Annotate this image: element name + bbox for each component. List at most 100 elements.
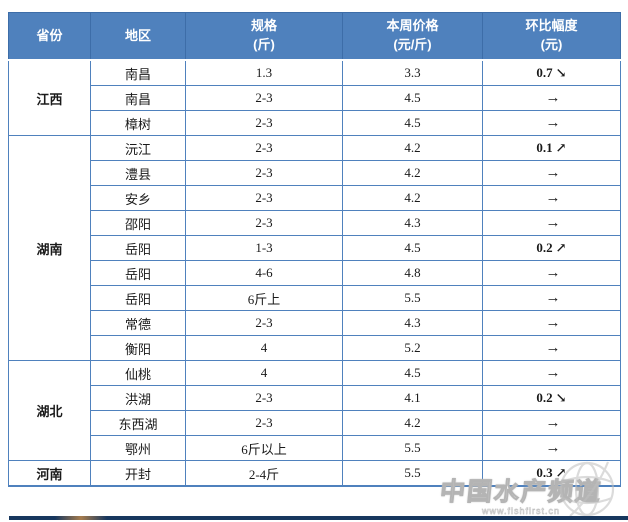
trend-flat-arrow-icon: → — [545, 214, 561, 231]
change-cell: → — [482, 285, 621, 311]
price-cell: 5.2 — [342, 335, 483, 361]
change-cell: → — [482, 260, 621, 286]
trend-down-arrow-icon: ↘ — [555, 65, 567, 80]
change-value: 0.1 — [536, 140, 553, 155]
region-cell: 岳阳 — [90, 285, 186, 311]
price-cell: 4.5 — [342, 360, 483, 386]
table-body: 江西 南昌 1.3 3.3 0.7 ↘ 南昌 2-3 4.5 → 樟树 2-3 4.5 → 湖南 沅江 2-3 4… — [8, 59, 621, 487]
trend-flat-arrow-icon: → — [545, 264, 561, 281]
table-row: 湖北 仙桃 4 4.5 → — [8, 360, 621, 461]
price-cell: 4.2 — [342, 410, 483, 436]
province-cell: 江西 — [8, 59, 91, 136]
region-cell: 开封 — [90, 460, 186, 487]
change-cell: → — [482, 410, 621, 436]
spec-cell: 2-3 — [185, 135, 343, 161]
spec-cell: 2-3 — [185, 110, 343, 136]
spec-cell: 2-3 — [185, 385, 343, 411]
spec-cell: 2-4斤 — [185, 460, 343, 487]
spec-cell: 2-3 — [185, 160, 343, 186]
change-value: 0.7 — [536, 65, 553, 80]
price-cell: 4.3 — [342, 210, 483, 236]
trend-up-arrow-icon: ↗ — [555, 140, 567, 155]
region-cell: 衡阳 — [90, 335, 186, 361]
header-row: 省份 地区 规格 (斤) 本周价格 (元/斤) 环比幅度 (元) — [8, 12, 621, 61]
table-row: 常德 2-3 4.3 → — [9, 310, 621, 336]
change-cell: 0.2 ↗ — [482, 235, 621, 261]
region-cell: 安乡 — [90, 185, 186, 211]
table-row: 湖南 沅江 2-3 4.2 0.1 ↗ — [8, 135, 621, 361]
spec-cell: 6斤以上 — [185, 435, 343, 461]
price-cell: 4.5 — [342, 85, 483, 111]
change-value: 0.2 — [536, 390, 553, 405]
region-cell: 鄂州 — [90, 435, 186, 461]
change-cell: → — [482, 310, 621, 336]
column-header-4: 环比幅度 (元) — [482, 12, 621, 61]
table-row: 邵阳 2-3 4.3 → — [9, 210, 621, 236]
region-cell: 东西湖 — [90, 410, 186, 436]
change-cell: → — [482, 335, 621, 361]
column-header-1: 地区 — [90, 12, 186, 61]
table-row: 安乡 2-3 4.2 → — [9, 185, 621, 211]
trend-up-arrow-icon: ↗ — [555, 465, 567, 480]
spec-cell: 4 — [185, 360, 343, 386]
region-cell: 常德 — [90, 310, 186, 336]
table-row: 岳阳 1-3 4.5 0.2 ↗ — [9, 235, 621, 261]
trend-flat-arrow-icon: → — [545, 114, 561, 131]
table-row: 南昌 2-3 4.5 → — [9, 85, 621, 111]
spec-cell: 2-3 — [185, 410, 343, 436]
trend-down-arrow-icon: ↘ — [555, 390, 567, 405]
table-row: 岳阳 4-6 4.8 → — [9, 260, 621, 286]
price-cell: 4.3 — [342, 310, 483, 336]
table-header: 省份 地区 规格 (斤) 本周价格 (元/斤) 环比幅度 (元) — [8, 12, 621, 61]
region-cell: 邵阳 — [90, 210, 186, 236]
region-cell: 洪湖 — [90, 385, 186, 411]
price-cell: 4.2 — [342, 160, 483, 186]
region-cell: 南昌 — [90, 59, 186, 86]
spec-cell: 2-3 — [185, 185, 343, 211]
price-cell: 5.5 — [342, 435, 483, 461]
table-row: 鄂州 6斤以上 5.5 → — [9, 435, 621, 461]
change-cell: → — [482, 435, 621, 461]
trend-flat-arrow-icon: → — [545, 439, 561, 456]
region-cell: 澧县 — [90, 160, 186, 186]
change-cell: → — [482, 110, 621, 136]
change-value: 0.3 — [536, 465, 553, 480]
table-row: 岳阳 6斤上 5.5 → — [9, 285, 621, 311]
change-cell: → — [482, 210, 621, 236]
trend-flat-arrow-icon: → — [545, 414, 561, 431]
change-cell: 0.3 ↗ — [482, 460, 621, 487]
trend-flat-arrow-icon: → — [545, 289, 561, 306]
table-row: 江西 南昌 1.3 3.3 0.7 ↘ — [8, 59, 621, 136]
table-row: 河南 开封 2-4斤 5.5 0.3 ↗ — [8, 460, 621, 487]
table-row: 澧县 2-3 4.2 → — [9, 160, 621, 186]
column-header-3: 本周价格 (元/斤) — [342, 12, 483, 61]
column-header-0: 省份 — [8, 12, 91, 61]
price-cell: 5.5 — [342, 285, 483, 311]
table-row: 樟树 2-3 4.5 → — [9, 110, 621, 136]
spec-cell: 4-6 — [185, 260, 343, 286]
change-cell: 0.2 ↘ — [482, 385, 621, 411]
change-value: 0.2 — [536, 240, 553, 255]
region-cell: 岳阳 — [90, 260, 186, 286]
trend-up-arrow-icon: ↗ — [555, 240, 567, 255]
trend-flat-arrow-icon: → — [545, 339, 561, 356]
province-cell: 湖南 — [8, 135, 91, 361]
spec-cell: 2-3 — [185, 85, 343, 111]
region-cell: 南昌 — [90, 85, 186, 111]
change-cell: 0.7 ↘ — [482, 59, 621, 86]
trend-flat-arrow-icon: → — [545, 89, 561, 106]
change-cell: → — [482, 185, 621, 211]
change-cell: → — [482, 360, 621, 386]
spec-cell: 6斤上 — [185, 285, 343, 311]
change-cell: → — [482, 160, 621, 186]
change-cell: 0.1 ↗ — [482, 135, 621, 161]
spec-cell: 4 — [185, 335, 343, 361]
province-cell: 河南 — [8, 460, 91, 487]
table-row: 衡阳 4 5.2 → — [9, 335, 621, 361]
spec-cell: 2-3 — [185, 310, 343, 336]
region-cell: 岳阳 — [90, 235, 186, 261]
region-cell: 仙桃 — [90, 360, 186, 386]
bottom-bar-smudge — [55, 516, 107, 520]
watermark-url: www.fishfirst.cn — [481, 506, 560, 516]
